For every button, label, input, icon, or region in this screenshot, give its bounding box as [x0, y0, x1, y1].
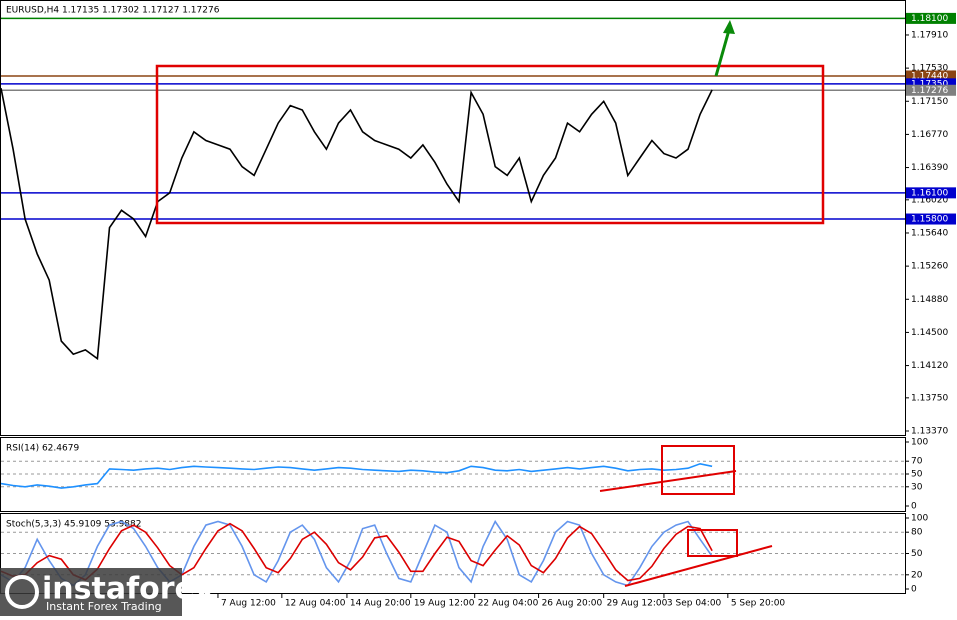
- level-label: 1.15800: [911, 215, 948, 225]
- y-tick-label: 1.17530: [911, 64, 948, 74]
- logo-icon: [5, 575, 39, 609]
- logo: instaforex Instant Forex Trading: [0, 568, 214, 616]
- y-tick-label: 1.13370: [911, 426, 948, 436]
- level-label: 1.17350: [911, 79, 948, 89]
- x-tick-label: 19 Aug 12:00: [414, 599, 475, 609]
- stoch-box: [687, 529, 738, 557]
- y-tick-label: 1.16770: [911, 130, 948, 140]
- up-arrow: [714, 29, 731, 77]
- panel-title: RSI(14) 62.4679: [6, 444, 79, 454]
- level-label: 1.18100: [911, 14, 948, 24]
- y-tick-label: 80: [911, 528, 923, 538]
- y-tick-label: 100: [911, 514, 928, 524]
- y-tick-label: 1.14880: [911, 295, 948, 305]
- y-tick-label: 1.15260: [911, 262, 948, 272]
- panel-title: EURUSD,H4 1.17135 1.17302 1.17127 1.1727…: [6, 6, 220, 16]
- range-box: [155, 64, 825, 225]
- y-tick-label: 0: [911, 585, 917, 595]
- panel-title: Stoch(5,3,3) 45.9109 53.9882: [6, 520, 141, 530]
- y-tick-label: 1.17150: [911, 97, 948, 107]
- y-tick-label: 30: [911, 482, 923, 492]
- level-label-bg: [906, 187, 956, 199]
- level-label: 1.17440: [911, 71, 948, 81]
- x-tick-label: 7 Aug 12:00: [221, 599, 276, 609]
- logo-bg: [0, 568, 182, 616]
- level-label-bg: [906, 70, 956, 82]
- y-tick-label: 20: [911, 570, 923, 580]
- level-label: 1.17276: [911, 86, 948, 96]
- y-tick-label: 1.16020: [911, 195, 948, 205]
- rsi-trendline: [599, 470, 737, 492]
- level-label-bg: [906, 84, 956, 96]
- y-tick-label: 1.13750: [911, 393, 948, 403]
- y-tick-label: 1.14500: [911, 328, 948, 338]
- y-tick-label: 50: [911, 549, 923, 559]
- level-label-bg: [906, 78, 956, 90]
- arrow-head: [723, 20, 735, 34]
- y-tick-label: 1.15640: [911, 228, 948, 238]
- y-tick-label: 100: [911, 438, 928, 448]
- y-tick-label: 1.17910: [911, 30, 948, 40]
- stoch-trendline: [624, 545, 773, 587]
- series-line: [0, 462, 713, 489]
- y-tick-label: 1.14120: [911, 361, 948, 371]
- series-line: [0, 88, 713, 361]
- series-line: [0, 519, 713, 587]
- x-tick-label: 14 Aug 20:00: [350, 599, 411, 609]
- series-line: [0, 522, 713, 582]
- logo-tagline: Instant Forex Trading: [46, 600, 162, 613]
- level-label-bg: [906, 12, 956, 24]
- x-tick-label: 3 Sep 04:00: [667, 599, 722, 609]
- x-tick-label: 26 Aug 20:00: [542, 599, 603, 609]
- level-label: 1.16100: [911, 188, 948, 198]
- x-tick-label: 29 Aug 12:00: [607, 599, 668, 609]
- x-tick-label: 5 Sep 20:00: [731, 599, 786, 609]
- y-tick-label: 0: [911, 502, 917, 512]
- logo-name: instaforex: [42, 572, 214, 607]
- y-tick-label: 70: [911, 457, 923, 467]
- x-tick-label: 12 Aug 04:00: [285, 599, 346, 609]
- y-tick-label: 50: [911, 470, 923, 480]
- level-label-bg: [906, 213, 956, 225]
- rsi-box: [661, 445, 735, 495]
- price-panel: [0, 0, 906, 436]
- y-tick-label: 1.16390: [911, 163, 948, 173]
- x-tick-label: 22 Aug 04:00: [478, 599, 539, 609]
